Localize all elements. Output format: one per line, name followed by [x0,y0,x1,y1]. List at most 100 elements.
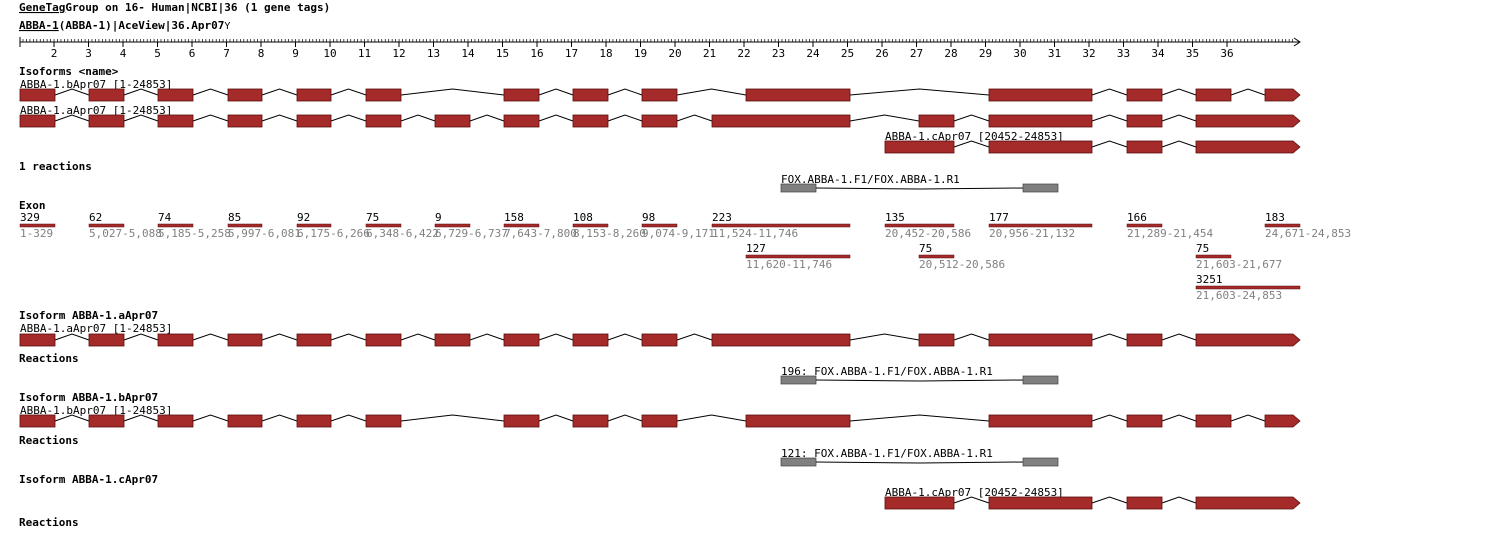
exon-box[interactable] [88,333,125,347]
exon-box[interactable] [918,114,955,128]
isoform-b-label[interactable]: ABBA-1.bApr07 [1-24853] [20,404,172,417]
exon-bar[interactable] [434,223,471,228]
exon-arrow-box[interactable] [1195,333,1301,347]
exon-box[interactable] [1126,496,1163,510]
isoform-label-c[interactable]: ABBA-1.cApr07 [20452-24853] [885,130,1064,143]
exon-box[interactable] [918,333,955,347]
exon-box[interactable] [19,88,56,102]
exon-bar[interactable] [365,223,402,228]
forward-primer-box[interactable] [780,183,817,193]
exon-arrow-box[interactable] [1264,88,1301,102]
isoform-b-primer-track[interactable] [780,457,1059,467]
exon-box[interactable] [988,414,1093,428]
isoform-a-track[interactable] [19,333,1301,347]
isoform-b-track[interactable] [19,414,1301,428]
exon-box[interactable] [503,414,540,428]
exon-box[interactable] [572,333,609,347]
exon-box[interactable] [503,333,540,347]
exon-box[interactable] [503,114,540,128]
forward-primer-box[interactable] [780,457,817,467]
exon-box[interactable] [365,333,402,347]
exon-bar[interactable] [572,223,609,228]
exon-box[interactable] [711,333,851,347]
exon-box[interactable] [884,496,955,510]
exon-box[interactable] [988,140,1093,154]
isoform-b-reaction-label[interactable]: 121: FOX.ABBA-1.F1/FOX.ABBA-1.R1 [781,447,993,460]
exon-box[interactable] [745,88,851,102]
exon-box[interactable] [503,88,540,102]
isoform-a-primer-track[interactable] [780,375,1059,385]
exon-box[interactable] [296,114,332,128]
exon-box[interactable] [434,114,471,128]
exon-box[interactable] [641,414,678,428]
exon-bar[interactable] [1264,223,1301,228]
exon-box[interactable] [434,333,471,347]
exon-box[interactable] [641,114,678,128]
exon-box[interactable] [296,414,332,428]
forward-primer-box[interactable] [780,375,817,385]
exon-box[interactable] [227,88,263,102]
exon-bar[interactable] [157,223,194,228]
isoform-a-label[interactable]: ABBA-1.aApr07 [1-24853] [20,322,172,335]
isoform-label-a[interactable]: ABBA-1.aApr07 [1-24853] [20,104,172,117]
exon-bar[interactable] [88,223,125,228]
exon-box[interactable] [296,333,332,347]
genetag-link[interactable]: GeneTag [19,1,65,14]
exon-box[interactable] [157,114,194,128]
exon-box[interactable] [988,88,1093,102]
exon-box[interactable] [988,333,1093,347]
exon-box[interactable] [227,333,263,347]
gene-link[interactable]: ABBA-1 [19,19,59,32]
isoform-label-b[interactable]: ABBA-1.bApr07 [1-24853] [20,78,172,91]
isoform-track-a[interactable] [19,114,1301,128]
exon-box[interactable] [988,114,1093,128]
exon-arrow-box[interactable] [1195,496,1301,510]
exon-box[interactable] [88,114,125,128]
exon-bar[interactable] [988,223,1093,228]
exon-bar[interactable] [227,223,263,228]
exon-box[interactable] [572,88,609,102]
exon-bar[interactable] [641,223,678,228]
exon-bar[interactable] [1126,223,1163,228]
exon-bar[interactable] [1195,254,1232,259]
exon-box[interactable] [711,114,851,128]
exon-box[interactable] [884,140,955,154]
exon-arrow-box[interactable] [1195,114,1301,128]
exon-box[interactable] [365,414,402,428]
exon-box[interactable] [296,88,332,102]
exon-box[interactable] [641,333,678,347]
isoform-c-label[interactable]: ABBA-1.cApr07 [20452-24853] [885,486,1064,499]
exon-box[interactable] [157,333,194,347]
isoform-c-track[interactable] [884,496,1301,510]
exon-arrow-box[interactable] [1195,140,1301,154]
exon-box[interactable] [19,414,56,428]
exon-box[interactable] [1195,88,1232,102]
primer-pair-track[interactable] [780,183,1059,193]
exon-box[interactable] [641,88,678,102]
exon-box[interactable] [1126,140,1163,154]
exon-box[interactable] [157,414,194,428]
exon-bar[interactable] [296,223,332,228]
exon-box[interactable] [1126,114,1163,128]
isoform-track-c[interactable] [884,140,1301,154]
exon-box[interactable] [988,496,1093,510]
exon-bar[interactable] [884,223,955,228]
reverse-primer-box[interactable] [1022,457,1059,467]
exon-box[interactable] [19,114,56,128]
primer-label[interactable]: FOX.ABBA-1.F1/FOX.ABBA-1.R1 [781,173,960,186]
reverse-primer-box[interactable] [1022,375,1059,385]
exon-arrow-box[interactable] [1264,414,1301,428]
exon-bar[interactable] [19,223,56,228]
exon-box[interactable] [157,88,194,102]
exon-box[interactable] [1195,414,1232,428]
menu-glyph-icon[interactable]: Y [224,21,230,32]
exon-box[interactable] [227,414,263,428]
exon-box[interactable] [1126,414,1163,428]
exon-box[interactable] [572,114,609,128]
exon-box[interactable] [745,414,851,428]
exon-bar[interactable] [503,223,540,228]
isoform-track-b[interactable] [19,88,1301,102]
exon-box[interactable] [572,414,609,428]
exon-bar[interactable] [1195,285,1301,290]
reverse-primer-box[interactable] [1022,183,1059,193]
